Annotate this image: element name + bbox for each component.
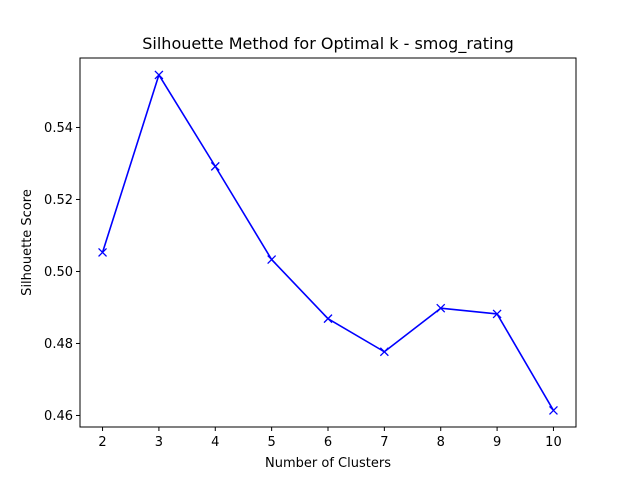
data-point-marker	[267, 255, 277, 265]
x-marker-stroke	[548, 405, 558, 415]
data-point-marker	[323, 314, 333, 324]
data-point-marker	[436, 303, 446, 313]
data-point-marker	[548, 405, 558, 415]
plot-layer	[98, 70, 558, 415]
x-tick-label: 5	[267, 435, 275, 450]
x-tick-label: 3	[155, 435, 163, 450]
y-axis-label: Silhouette Score	[20, 189, 35, 296]
x-marker-stroke	[267, 255, 277, 265]
data-point-marker	[210, 161, 220, 171]
x-tick-label: 7	[380, 435, 388, 450]
chart-title: Silhouette Method for Optimal k - smog_r…	[142, 34, 513, 54]
data-point-marker	[379, 347, 389, 357]
x-axis-ticks: 2 3 4 5 6 7 8 9 10	[98, 427, 562, 450]
x-marker-stroke	[492, 309, 502, 319]
x-marker-stroke	[154, 70, 164, 80]
data-point-marker	[492, 309, 502, 319]
x-axis-label: Number of Clusters	[265, 456, 391, 471]
x-marker-stroke	[210, 161, 220, 171]
data-point-marker	[154, 70, 164, 80]
x-marker-stroke	[323, 314, 333, 324]
y-tick-label: 0.46	[44, 409, 73, 424]
x-tick-label: 2	[98, 435, 106, 450]
y-tick-label: 0.52	[44, 193, 73, 208]
y-tick-label: 0.48	[44, 337, 73, 352]
x-marker-stroke	[436, 303, 446, 313]
x-marker-stroke	[98, 247, 108, 257]
x-tick-label: 4	[211, 435, 219, 450]
y-tick-label: 0.54	[44, 121, 73, 136]
x-tick-label: 9	[493, 435, 501, 450]
data-point-marker	[98, 247, 108, 257]
y-axis-ticks: 0.46 0.48 0.50 0.52 0.54	[44, 121, 80, 424]
y-tick-label: 0.50	[44, 265, 73, 280]
x-tick-label: 8	[437, 435, 445, 450]
x-tick-label: 6	[324, 435, 332, 450]
x-tick-label: 10	[545, 435, 562, 450]
x-marker-stroke	[379, 347, 389, 357]
